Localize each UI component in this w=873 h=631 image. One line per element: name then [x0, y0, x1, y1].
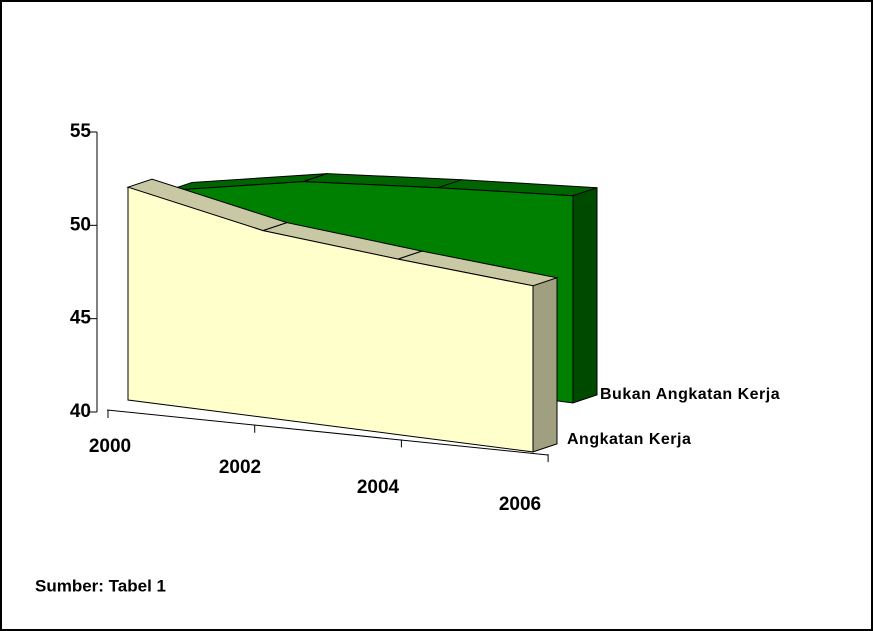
legend-label: Angkatan Kerja	[567, 431, 691, 448]
x-axis	[106, 409, 549, 456]
y-tick-label: 55	[70, 121, 92, 142]
y-tick-label: 40	[70, 401, 91, 422]
area-end	[532, 277, 558, 453]
area	[127, 186, 534, 453]
y-tick-label: 50	[70, 214, 91, 235]
source-note: Sumber: Tabel 1	[35, 576, 166, 595]
area-end	[572, 187, 598, 404]
plot-area: 40 45 50 55 2000 2002 2004 2006 Bukan Angkatan K…	[70, 121, 780, 515]
y-tick-label: 45	[70, 308, 92, 329]
x-tick-label: 2000	[89, 436, 131, 457]
x-tick-label: 2002	[219, 457, 261, 478]
legend-label: Bukan Angkatan Kerja	[600, 386, 780, 403]
x-tick-label: 2004	[357, 477, 400, 498]
x-tick-label: 2006	[499, 494, 541, 515]
